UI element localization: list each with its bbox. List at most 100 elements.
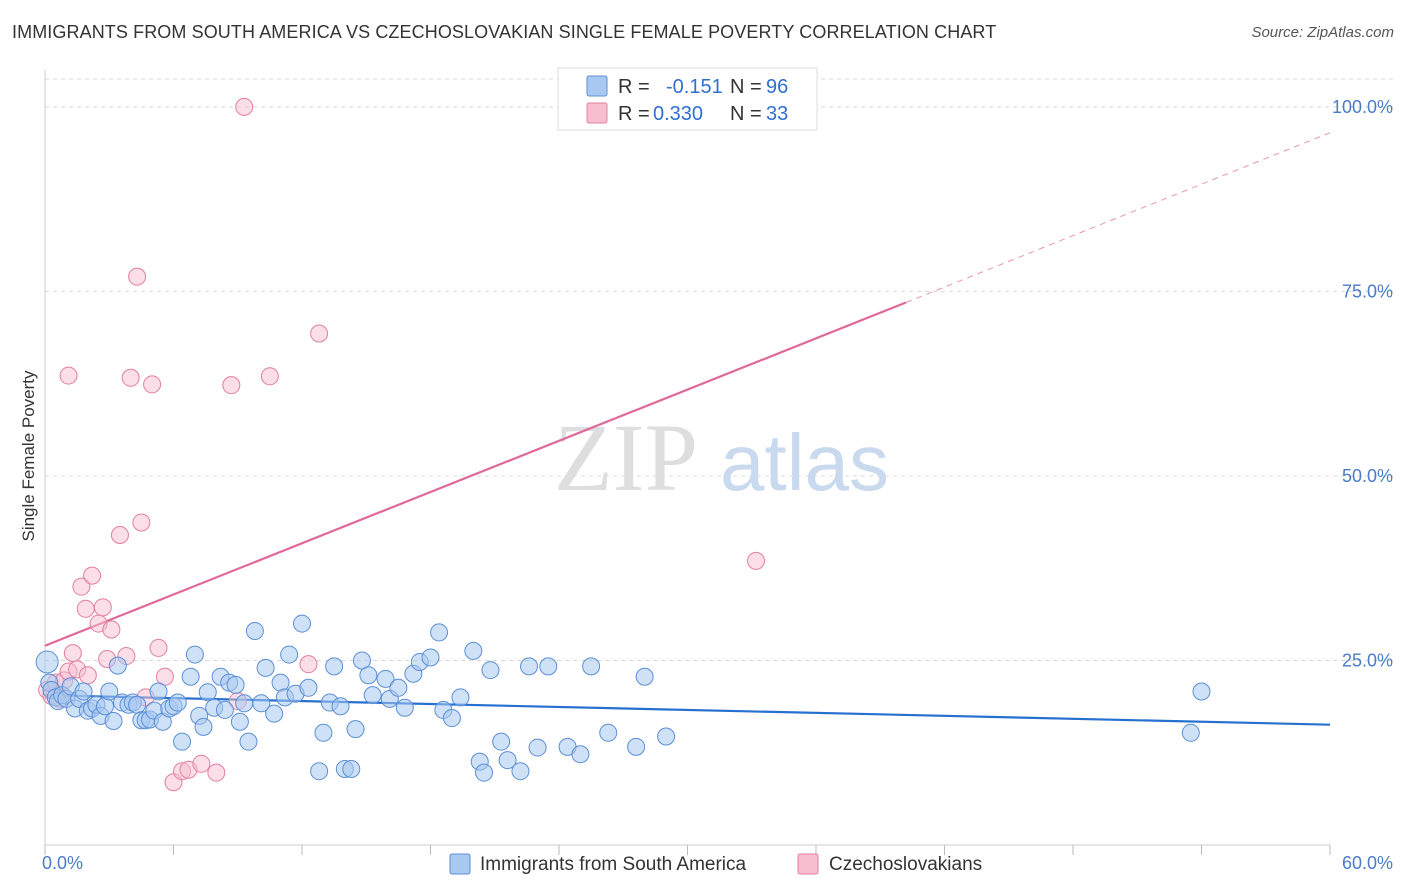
point-blue-78 [464, 641, 483, 660]
point-blue-83 [498, 751, 517, 770]
point-blue-89 [571, 745, 590, 764]
point-blue-66 [363, 686, 382, 705]
point-blue-42 [226, 675, 245, 694]
point-pink-37 [143, 375, 162, 394]
x-tick-max: 60.0% [1342, 853, 1393, 873]
point-blue-85 [520, 657, 539, 676]
y-tick-label-25: 25.0% [1342, 650, 1393, 670]
gridlines [45, 78, 1393, 661]
point-pink-28 [207, 763, 226, 782]
x-tick-min: 0.0% [42, 853, 83, 873]
point-blue-80 [475, 763, 494, 782]
watermark-zip: ZIP [554, 404, 698, 511]
point-blue-40 [215, 700, 234, 719]
point-blue-56 [310, 762, 329, 781]
point-pink-8 [72, 577, 91, 596]
point-blue-52 [280, 645, 299, 664]
y-axis-label: Single Female Poverty [19, 370, 38, 542]
point-blue-69 [389, 678, 408, 697]
legend-r-value-pink: 0.330 [653, 103, 703, 125]
point-blue-57 [314, 723, 333, 742]
point-blue-34 [185, 645, 204, 664]
legend-r-label-pink: R = [618, 103, 650, 125]
point-blue-10 [74, 682, 93, 701]
point-blue-76 [442, 709, 461, 728]
point-pink-16 [110, 526, 129, 544]
correlation-legend: R = -0.151 N = 96 R = 0.330 N = 33 [557, 67, 818, 131]
point-blue-92 [627, 737, 646, 756]
point-pink-33 [235, 97, 254, 116]
point-blue-31 [168, 693, 187, 712]
source-credit: Source: ZipAtlas.com [1251, 24, 1394, 41]
point-pink-6 [63, 644, 82, 663]
point-blue-22 [128, 695, 147, 714]
point-pink-22 [149, 638, 168, 657]
point-blue-46 [245, 621, 264, 640]
point-blue-37 [198, 683, 217, 702]
point-pink-19 [128, 267, 147, 286]
point-pink-13 [93, 598, 112, 617]
point-blue-95 [1192, 682, 1211, 701]
series-legend: Immigrants from South America Czechoslov… [449, 853, 982, 875]
legend-r-value-blue: -0.151 [666, 76, 723, 98]
point-blue-73 [421, 648, 440, 667]
trend-line-pink [44, 301, 907, 647]
point-blue-91 [599, 723, 618, 742]
bottom-legend-label-blue: Immigrants from South America [480, 854, 747, 875]
watermark: ZIP atlas [554, 404, 889, 511]
point-pink-27 [192, 754, 211, 773]
y-tick-label-100: 100.0% [1332, 97, 1393, 117]
point-blue-70 [395, 698, 414, 717]
point-blue-67 [376, 669, 395, 688]
point-blue-63 [346, 720, 365, 739]
point-pink-10 [78, 666, 97, 685]
point-blue-74 [430, 623, 449, 642]
point-blue-94 [657, 727, 676, 746]
point-blue-44 [235, 694, 254, 713]
point-blue-90 [582, 657, 601, 676]
bottom-legend-label-pink: Czechoslovakians [829, 854, 982, 875]
trend-line-extension-pink [905, 132, 1331, 303]
series-immigrants-south-america [35, 614, 1211, 782]
point-blue-84 [511, 762, 530, 781]
bottom-legend-swatch-blue [449, 853, 471, 875]
point-pink-9 [76, 599, 95, 618]
chart-title: IMMIGRANTS FROM SOUTH AMERICA VS CZECHOS… [12, 22, 997, 42]
point-blue-49 [265, 704, 284, 723]
point-blue-87 [539, 657, 558, 676]
point-blue-60 [331, 697, 350, 716]
point-blue-47 [252, 694, 271, 713]
series-czechoslovakians [38, 97, 766, 792]
point-blue-36 [194, 717, 213, 736]
legend-n-value-pink: 33 [766, 103, 788, 125]
point-blue-0 [35, 650, 59, 674]
point-blue-55 [299, 678, 318, 697]
point-blue-18 [108, 656, 127, 675]
point-pink-31 [299, 655, 318, 674]
point-blue-54 [293, 614, 311, 633]
watermark-atlas: atlas [720, 418, 889, 507]
legend-r-label-blue: R = [618, 76, 650, 98]
y-tick-labels: 25.0% 50.0% 75.0% 100.0% [1332, 97, 1393, 671]
y-tick-label-75: 75.0% [1342, 281, 1393, 301]
x-ticks [44, 845, 1331, 855]
point-pink-35 [222, 376, 241, 395]
point-blue-93 [635, 667, 654, 686]
point-blue-32 [173, 732, 192, 751]
legend-swatch-blue [586, 75, 608, 97]
point-blue-59 [325, 657, 344, 676]
point-pink-30 [260, 367, 279, 386]
point-pink-15 [102, 620, 121, 639]
point-blue-43 [230, 712, 249, 731]
point-pink-18 [121, 368, 140, 387]
point-blue-82 [492, 732, 511, 751]
legend-n-value-blue: 96 [766, 76, 788, 98]
point-blue-45 [239, 732, 258, 751]
point-blue-96 [1181, 723, 1200, 742]
point-blue-17 [104, 712, 123, 730]
point-blue-65 [359, 666, 378, 685]
point-pink-11 [83, 566, 102, 585]
legend-n-label-blue: N = [730, 76, 762, 98]
point-pink-34 [310, 324, 329, 343]
